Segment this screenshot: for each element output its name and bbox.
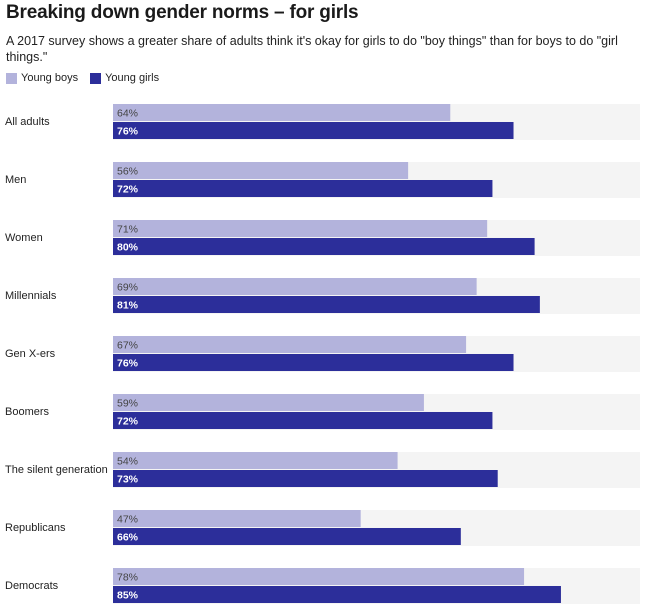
bar-young-boys-the-silent-generation: [113, 452, 398, 469]
bar-young-boys-democrats: [113, 568, 525, 585]
value-label-young-boys-republicans: 47%: [117, 514, 138, 526]
legend: Young boys Young girls: [6, 71, 171, 85]
value-label-young-boys-gen-x-ers: 67%: [117, 340, 138, 352]
bar-young-girls-men: [113, 180, 493, 197]
value-label-young-boys-democrats: 78%: [117, 572, 138, 584]
bar-young-boys-millennials: [113, 278, 477, 295]
legend-label-young-boys: Young boys: [21, 72, 79, 84]
legend-label-young-girls: Young girls: [105, 72, 160, 84]
value-label-young-girls-boomers: 72%: [117, 416, 139, 428]
value-label-young-boys-women: 71%: [117, 224, 138, 236]
value-label-young-boys-all-adults: 64%: [117, 108, 138, 120]
chart-title: Breaking down gender norms – for girls: [6, 2, 359, 23]
bar-young-girls-women: [113, 238, 535, 255]
category-label-democrats: Democrats: [5, 580, 59, 592]
value-label-young-boys-boomers: 59%: [117, 398, 138, 410]
legend-item-young-girls: Young girls: [90, 72, 159, 84]
category-label-republicans: Republicans: [5, 522, 66, 534]
category-label-the-silent-generation: The silent generation: [5, 464, 108, 476]
value-label-young-girls-men: 72%: [117, 184, 139, 196]
bar-young-girls-democrats: [113, 586, 561, 603]
bar-young-girls-republicans: [113, 528, 461, 545]
bar-young-boys-boomers: [113, 394, 424, 411]
bar-young-girls-the-silent-generation: [113, 470, 498, 487]
category-label-men: Men: [5, 174, 26, 186]
category-label-millennials: Millennials: [5, 290, 57, 302]
bar-young-girls-millennials: [113, 296, 540, 313]
category-label-boomers: Boomers: [5, 406, 50, 418]
bar-young-boys-gen-x-ers: [113, 336, 467, 353]
value-label-young-girls-millennials: 81%: [117, 300, 139, 312]
bar-young-boys-men: [113, 162, 409, 179]
category-label-all-adults: All adults: [5, 116, 50, 128]
value-label-young-girls-republicans: 66%: [117, 532, 139, 544]
value-label-young-girls-women: 80%: [117, 242, 139, 254]
category-label-gen-x-ers: Gen X-ers: [5, 348, 56, 360]
value-label-young-boys-millennials: 69%: [117, 282, 138, 294]
legend-item-young-boys: Young boys: [6, 72, 78, 84]
bar-young-girls-all-adults: [113, 122, 514, 139]
bar-young-boys-women: [113, 220, 488, 237]
legend-swatch-young-girls: [90, 72, 102, 84]
legend-swatch-young-boys: [6, 72, 17, 84]
value-label-young-girls-democrats: 85%: [117, 590, 139, 602]
value-label-young-girls-the-silent-generation: 73%: [117, 474, 139, 486]
bar-young-boys-all-adults: [113, 104, 451, 121]
bar-young-boys-republicans: [113, 510, 361, 527]
value-label-young-girls-all-adults: 76%: [117, 126, 139, 138]
bar-young-girls-boomers: [113, 412, 493, 429]
bar-young-girls-gen-x-ers: [113, 354, 514, 371]
value-label-young-boys-the-silent-generation: 54%: [117, 456, 138, 468]
value-label-young-girls-gen-x-ers: 76%: [117, 358, 139, 370]
category-label-women: Women: [5, 232, 43, 244]
chart-subtitle: A 2017 survey shows a greater share of a…: [6, 34, 618, 64]
value-label-young-boys-men: 56%: [117, 166, 138, 178]
